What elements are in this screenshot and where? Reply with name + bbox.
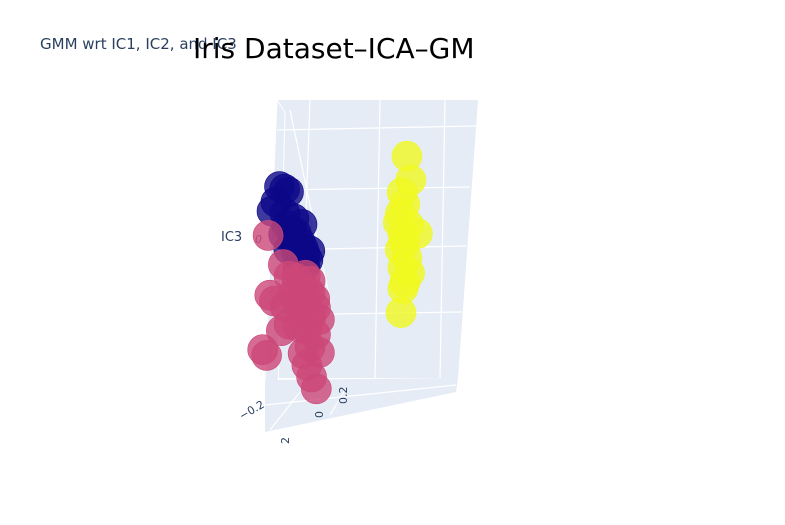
y-tick-pos: 0.2 xyxy=(337,387,350,405)
point-series-1-31[interactable] xyxy=(300,373,332,405)
point-series-1-0[interactable] xyxy=(252,220,284,251)
z-axis-label: IC3 xyxy=(221,230,242,245)
data-points xyxy=(247,140,433,405)
point-series-2-16[interactable] xyxy=(385,297,417,328)
floor xyxy=(265,378,458,432)
point-series-0-22[interactable] xyxy=(286,209,318,240)
x-tick: 2 xyxy=(279,437,292,444)
y-tick-neg: −0.2 xyxy=(237,398,267,423)
y-tick-zero: 0 xyxy=(313,411,326,418)
chart-title: Iris Dataset–ICA–GM xyxy=(193,32,475,65)
point-series-1-26[interactable] xyxy=(251,340,282,371)
chart-subtitle: GMM wrt IC1, IC2, and IC3 xyxy=(40,35,237,53)
